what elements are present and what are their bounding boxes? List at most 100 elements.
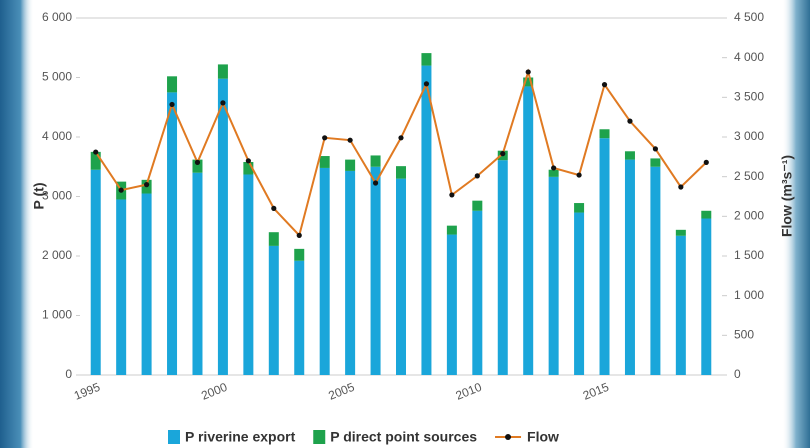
x-tick-label: 2000: [199, 380, 229, 403]
y2-axis-title: Flow (m³s⁻¹): [779, 155, 795, 237]
y2-tick-label: 0: [734, 367, 741, 381]
flow-point: [144, 182, 150, 188]
bar-segment: [268, 245, 279, 375]
y-tick-label: 1 000: [42, 308, 72, 322]
y2-tick-label: 500: [734, 328, 754, 342]
bar-segment: [523, 77, 534, 87]
bar-segment: [167, 92, 178, 375]
flow-point: [601, 82, 608, 88]
bar-segment: [396, 166, 406, 179]
bar-segment: [319, 156, 330, 168]
flow-point: [678, 184, 684, 190]
bar-segment: [294, 248, 305, 261]
bar-segment: [167, 76, 178, 93]
flow-point: [525, 69, 531, 75]
legend-label: P direct point sources: [330, 429, 477, 445]
bar-segment: [548, 169, 559, 177]
bar-segment: [574, 203, 585, 213]
bar-segment: [396, 178, 406, 375]
y-tick-label: 2 000: [42, 248, 72, 262]
y2-tick-label: 4 500: [734, 10, 764, 24]
bar-segment: [319, 167, 330, 375]
bar-segment: [624, 159, 635, 375]
flow-point: [449, 192, 455, 198]
legend-swatch: [168, 430, 180, 444]
flow-point: [322, 135, 328, 141]
flow-point: [627, 118, 633, 124]
bar-segment: [116, 199, 127, 375]
legend-label: Flow: [527, 429, 559, 445]
flow-point: [93, 149, 99, 155]
bar-segment: [650, 158, 661, 167]
x-tick-label: 2005: [326, 380, 356, 403]
bar-segment: [446, 225, 457, 235]
flow-point: [220, 100, 226, 106]
y2-tick-label: 1 500: [734, 248, 764, 262]
bar-segment: [675, 229, 686, 236]
bar-segment: [624, 151, 635, 160]
legend-swatch: [505, 434, 512, 440]
flow-point: [652, 146, 659, 152]
bar-segment: [446, 234, 457, 375]
bar-segment: [217, 78, 228, 375]
bar-segment: [268, 232, 279, 246]
bar-segment: [294, 260, 305, 375]
bar-segment: [472, 200, 483, 211]
flow-point: [474, 173, 480, 179]
bar-segment: [243, 161, 254, 175]
legend-swatch: [313, 430, 326, 444]
y-tick-label: 5 000: [42, 70, 72, 84]
y2-tick-label: 1 000: [734, 288, 764, 302]
bar-segment: [90, 169, 101, 375]
y-tick-label: 0: [65, 367, 72, 381]
bar-segment: [192, 172, 203, 375]
bar-segment: [243, 174, 254, 375]
y2-tick-label: 4 000: [734, 50, 764, 64]
bar-segment: [599, 138, 610, 375]
flow-point: [118, 187, 124, 193]
bar-segment: [90, 151, 101, 170]
bar-segment: [497, 160, 508, 375]
flow-point: [245, 158, 251, 164]
bar-segment: [345, 170, 356, 375]
bar-segment: [523, 86, 534, 376]
y2-tick-label: 2 500: [734, 169, 764, 183]
bar-segment: [472, 210, 483, 375]
flow-point: [576, 172, 582, 178]
background-image-right: [782, 0, 810, 448]
bar-segment: [599, 129, 610, 139]
bar-segment: [141, 193, 152, 375]
flow-point: [500, 151, 506, 157]
legend: P riverine export P direct point sources F…: [168, 429, 559, 445]
x-tick-label: 2010: [454, 380, 484, 403]
bar-segment: [421, 53, 432, 66]
flow-point: [347, 137, 353, 143]
bar-segment: [701, 210, 712, 219]
x-tick-label: 1995: [72, 380, 102, 403]
y-axis-title: P (t): [31, 183, 47, 210]
y-tick-label: 3 000: [42, 189, 72, 203]
bar-segment: [217, 64, 228, 79]
y2-tick-label: 2 000: [734, 209, 764, 223]
bar-segment: [650, 166, 661, 375]
flow-point: [551, 165, 557, 171]
flow-point: [372, 180, 379, 186]
background-image-left: [0, 0, 34, 448]
bar-segment: [574, 212, 585, 375]
y2-tick-label: 3 500: [734, 90, 764, 104]
x-tick-label: 2015: [581, 380, 611, 403]
bar-segment: [192, 159, 203, 173]
y-tick-label: 6 000: [42, 10, 72, 24]
flow-point: [703, 159, 709, 165]
y-tick-label: 4 000: [42, 129, 72, 143]
y2-tick-label: 3 000: [734, 129, 764, 143]
bar-segment: [701, 218, 712, 375]
flow-point: [194, 159, 201, 165]
flow-point: [271, 205, 277, 211]
flow-point: [423, 81, 430, 87]
legend-label: P riverine export: [185, 429, 296, 445]
bar-segment: [370, 166, 381, 375]
flow-point: [398, 135, 404, 141]
